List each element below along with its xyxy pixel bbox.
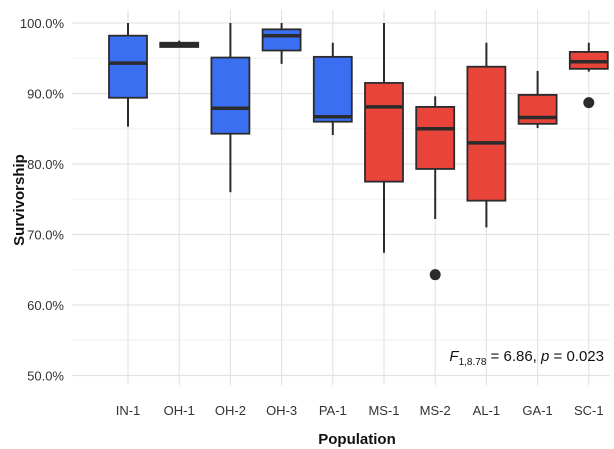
- x-tick-label: MS-1: [368, 403, 399, 418]
- outlier-point: [583, 97, 595, 109]
- box-pa-1: [312, 42, 353, 136]
- y-tick-label: 50.0%: [27, 369, 64, 384]
- box-ms-1: [364, 23, 404, 253]
- x-tick-label: MS-2: [420, 403, 451, 418]
- box-ga-1: [517, 70, 558, 129]
- y-tick-label: 60.0%: [27, 298, 64, 313]
- iqr-box: [466, 65, 507, 202]
- stat-annotation: F1,8.78 = 6.86, p = 0.023: [449, 348, 604, 368]
- p-letter: p: [540, 348, 549, 365]
- x-tick-label: GA-1: [522, 403, 552, 418]
- axes: 50.0% 60.0% 70.0% 80.0% 90.0% 100.0% IN-1 OH-1 O…: [20, 16, 604, 418]
- outlier-point: [429, 269, 441, 281]
- iqr-box: [364, 82, 404, 183]
- y-tick-label: 90.0%: [27, 87, 64, 102]
- iqr-box: [210, 56, 251, 135]
- box-plots: [108, 23, 609, 281]
- y-tick-label: 80.0%: [27, 157, 64, 172]
- x-tick-label: AL-1: [473, 403, 500, 418]
- p-value: = 0.023: [549, 348, 604, 365]
- box-in-1: [108, 23, 148, 127]
- x-tick-label: IN-1: [116, 403, 141, 418]
- stat-letter: F: [449, 348, 459, 365]
- iqr-box: [261, 28, 302, 52]
- box-oh-3: [261, 23, 302, 64]
- y-tick-label: 70.0%: [27, 228, 64, 243]
- stat-subscript: 1,8.78: [459, 357, 487, 368]
- y-axis-title: Survivorship: [11, 154, 28, 246]
- box-ms-2: [415, 96, 456, 281]
- iqr-box: [312, 55, 353, 123]
- x-tick-label: OH-3: [266, 403, 297, 418]
- box-oh-2: [210, 23, 251, 193]
- box-al-1: [466, 42, 507, 228]
- x-tick-label: OH-2: [215, 403, 246, 418]
- iqr-box: [415, 105, 456, 170]
- iqr-box: [108, 34, 148, 99]
- iqr-box: [517, 94, 558, 125]
- x-tick-label: OH-1: [164, 403, 195, 418]
- box-oh-1: [159, 40, 200, 48]
- x-tick-label: PA-1: [319, 403, 347, 418]
- x-tick-label: SC-1: [574, 403, 604, 418]
- y-tick-label: 100.0%: [20, 16, 65, 31]
- box-sc-1: [568, 42, 609, 109]
- stat-value: = 6.86,: [486, 348, 541, 365]
- x-axis-title: Population: [318, 431, 396, 448]
